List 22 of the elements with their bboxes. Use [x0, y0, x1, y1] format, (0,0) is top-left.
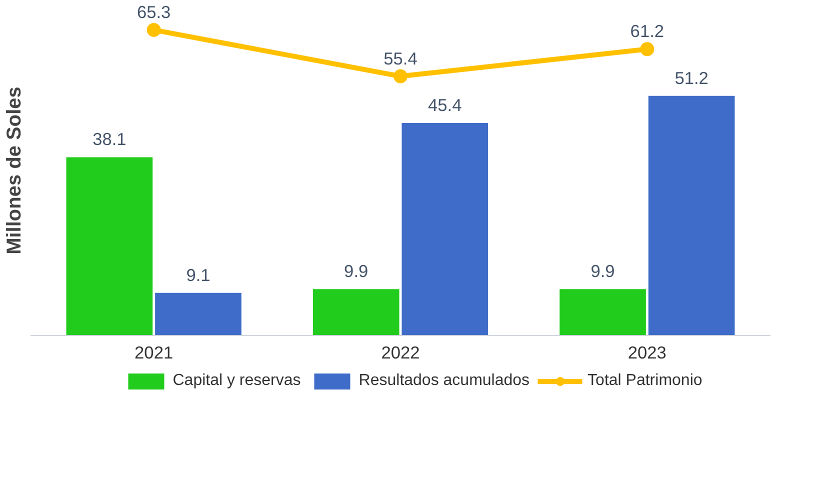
bar [155, 292, 242, 336]
bar [312, 289, 400, 336]
data-label: 45.4 [428, 95, 462, 116]
data-label: 9.9 [344, 261, 368, 282]
legend-label: Resultados acumulados [358, 372, 530, 390]
bar [648, 96, 735, 336]
data-label: 38.1 [92, 129, 126, 150]
data-label: 61.2 [630, 21, 664, 42]
y-axis-title: Millones de Soles [4, 86, 26, 254]
data-label: 9.9 [590, 261, 615, 282]
data-label: 65.3 [136, 2, 171, 22]
bar [560, 289, 646, 336]
bar [66, 157, 153, 336]
data-label: 9.1 [186, 264, 210, 285]
data-label: 55.4 [384, 48, 418, 68]
legend-label: Capital y reservas [172, 372, 301, 390]
x-tick-label: 2021 [134, 342, 174, 362]
x-tick-label: 2023 [628, 342, 666, 362]
x-tick-label: 2022 [381, 342, 420, 362]
legend-label: Total Patrimonio [588, 372, 702, 390]
data-label: 51.2 [674, 68, 708, 88]
bar [402, 123, 488, 336]
